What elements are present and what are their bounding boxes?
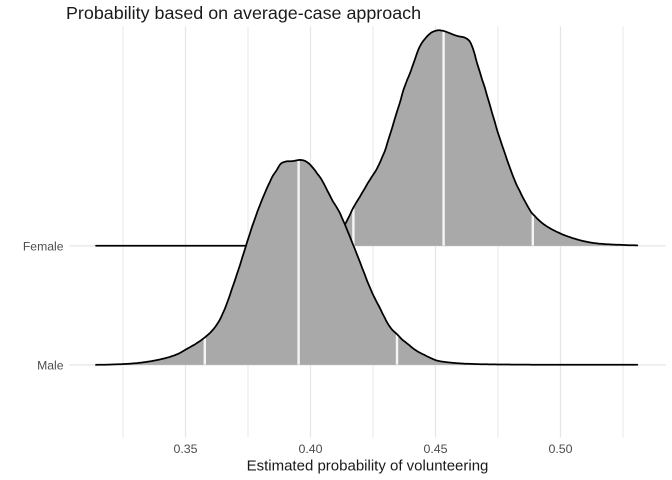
svg-text:Male: Male [37,359,64,373]
svg-text:0.35: 0.35 [173,442,197,456]
svg-text:Female: Female [23,240,64,254]
svg-text:0.45: 0.45 [423,442,447,456]
svg-text:0.40: 0.40 [298,442,322,456]
svg-text:Probability based on average-c: Probability based on average-case approa… [66,3,421,23]
svg-text:Estimated probability of volun: Estimated probability of volunteering [247,458,489,475]
svg-text:0.50: 0.50 [548,442,572,456]
